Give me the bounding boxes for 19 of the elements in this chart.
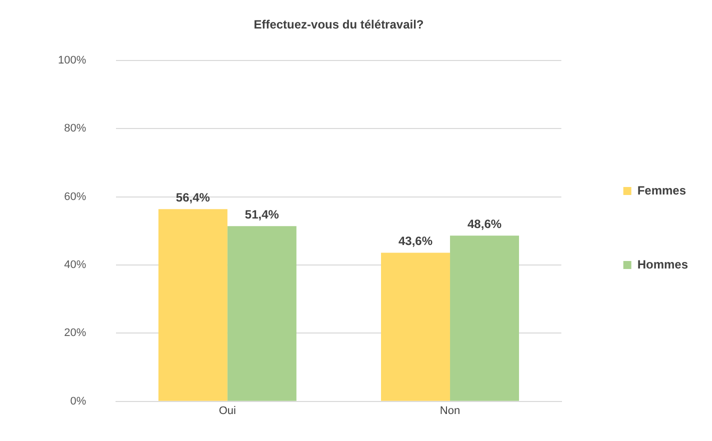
data-label: 43,6% xyxy=(398,234,433,248)
bar xyxy=(227,226,296,401)
data-label: 51,4% xyxy=(244,207,280,222)
y-tick-label: 60% xyxy=(64,190,86,203)
legend-label: Hommes xyxy=(637,257,688,272)
bar xyxy=(381,252,450,401)
y-tick-label: 40% xyxy=(64,259,86,272)
legend-label: Femmes xyxy=(637,183,686,198)
data-label: 48,6% xyxy=(468,216,502,231)
bar xyxy=(158,209,228,401)
y-tick-label: 100% xyxy=(58,54,86,66)
y-tick-label: 0% xyxy=(70,395,86,408)
y-tick-label: 80% xyxy=(64,122,86,135)
y-tick-label: 20% xyxy=(64,327,86,340)
data-label: 56,4% xyxy=(176,190,210,204)
x-tick-label: Non xyxy=(440,405,460,418)
chart-title: Effectuez-vous du télétravail? xyxy=(254,18,424,32)
x-tick-label: Oui xyxy=(218,405,236,418)
bar xyxy=(450,236,520,401)
